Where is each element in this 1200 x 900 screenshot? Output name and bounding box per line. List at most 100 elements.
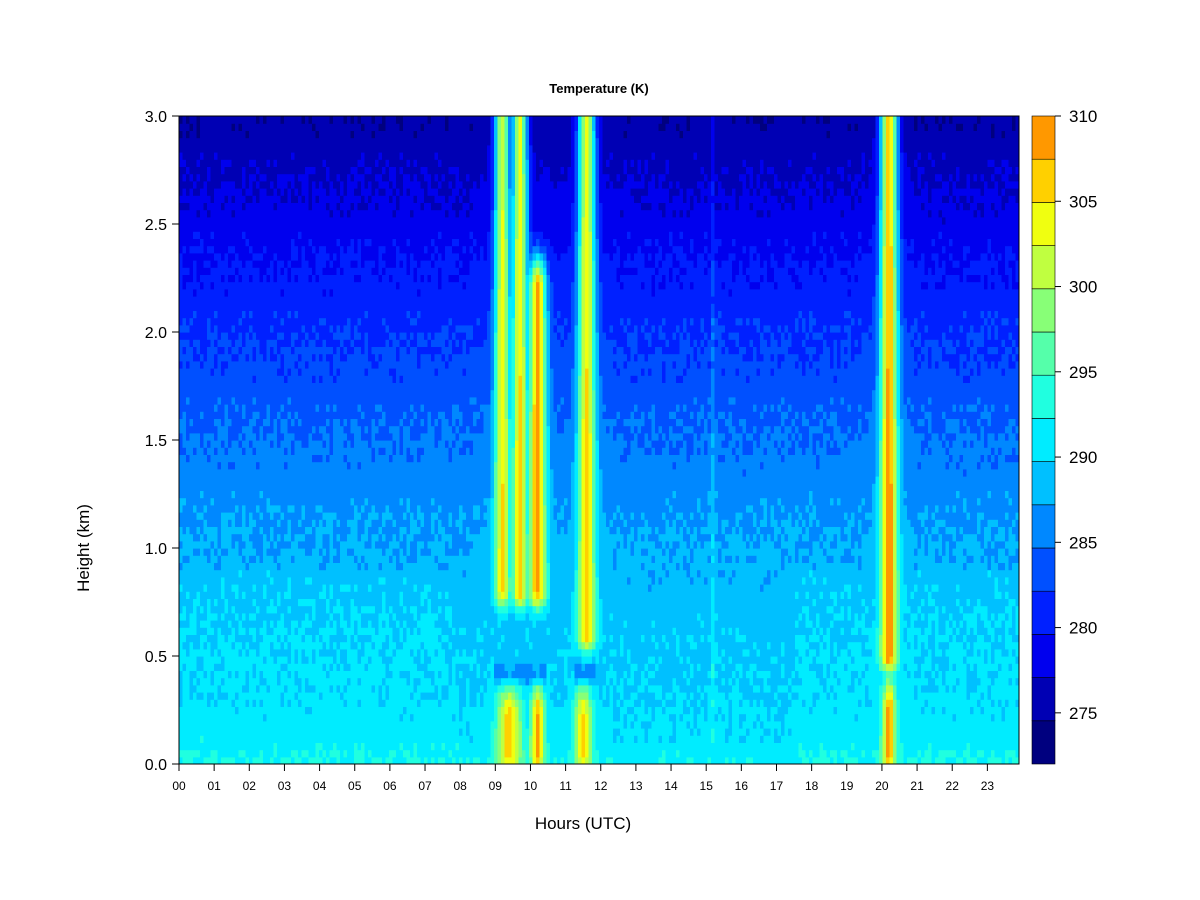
heatmap-cell	[312, 692, 317, 700]
heatmap-cell	[179, 699, 184, 707]
heatmap-cell	[256, 699, 261, 707]
heatmap-cell	[326, 627, 331, 635]
heatmap-cell	[287, 296, 292, 304]
heatmap-cell	[350, 634, 355, 643]
heatmap-cell	[361, 209, 366, 218]
heatmap-cell	[224, 735, 229, 743]
heatmap-cell	[217, 728, 222, 736]
heatmap-cell	[228, 461, 233, 470]
heatmap-cell	[217, 281, 222, 290]
heatmap-cell	[361, 188, 366, 196]
heatmap-cell	[256, 252, 261, 261]
heatmap-cell	[196, 425, 201, 434]
heatmap-cell	[340, 238, 345, 247]
heatmap-cell	[350, 512, 355, 520]
heatmap-cell	[291, 461, 296, 470]
heatmap-cell	[263, 202, 268, 211]
heatmap-cell	[203, 483, 208, 491]
heatmap-cell	[340, 404, 345, 412]
heatmap-cell	[368, 166, 373, 175]
heatmap-cell	[298, 735, 303, 743]
heatmap-cell	[249, 605, 254, 614]
heatmap-cell	[308, 130, 313, 139]
heatmap-cell	[312, 728, 317, 736]
heatmap-cell	[357, 396, 362, 405]
heatmap-cell	[259, 440, 264, 448]
heatmap-cell	[347, 324, 352, 333]
heatmap-cell	[252, 396, 257, 405]
heatmap-cell	[368, 663, 373, 671]
heatmap-cell	[210, 180, 215, 189]
heatmap-cell	[273, 324, 278, 333]
heatmap-cell	[315, 562, 320, 571]
heatmap-cell	[193, 620, 198, 628]
heatmap-cell	[235, 137, 240, 146]
heatmap-cell	[221, 389, 226, 398]
heatmap-cell	[277, 360, 282, 369]
heatmap-cell	[228, 605, 233, 614]
heatmap-cell	[354, 713, 359, 722]
heatmap-cell	[214, 202, 219, 211]
heatmap-cell	[214, 461, 219, 470]
heatmap-cell	[284, 339, 289, 347]
heatmap-cell	[277, 504, 282, 513]
heatmap-cell	[371, 555, 376, 563]
heatmap-cell	[287, 231, 292, 239]
heatmap-cell	[263, 432, 268, 441]
heatmap-cell	[308, 173, 313, 182]
heatmap-cell	[305, 411, 310, 419]
heatmap-cell	[326, 224, 331, 232]
heatmap-cell	[189, 303, 194, 311]
heatmap-cell	[357, 368, 362, 376]
heatmap-cell	[179, 591, 184, 599]
heatmap-cell	[298, 396, 303, 405]
heatmap-cell	[347, 130, 352, 139]
heatmap-cell	[329, 504, 334, 513]
heatmap-cell	[186, 483, 191, 491]
heatmap-cell	[214, 447, 219, 455]
heatmap-cell	[368, 159, 373, 167]
heatmap-cell	[189, 468, 194, 477]
heatmap-cell	[200, 224, 205, 232]
heatmap-cell	[291, 670, 296, 679]
heatmap-cell	[298, 332, 303, 340]
heatmap-cell	[305, 742, 310, 751]
heatmap-cell	[336, 735, 341, 743]
heatmap-cell	[189, 173, 194, 182]
heatmap-cell	[361, 476, 366, 484]
heatmap-cell	[361, 432, 366, 441]
heatmap-cell	[228, 677, 233, 686]
heatmap-cell	[315, 519, 320, 527]
heatmap-cell	[238, 332, 243, 340]
heatmap-cell	[273, 670, 278, 679]
heatmap-cell	[182, 202, 187, 211]
heatmap-cell	[221, 339, 226, 347]
heatmap-cell	[354, 252, 359, 261]
heatmap-cell	[196, 245, 201, 254]
heatmap-cell	[214, 130, 219, 139]
heatmap-cell	[315, 195, 320, 203]
heatmap-cell	[249, 152, 254, 160]
heatmap-cell	[200, 749, 205, 758]
heatmap-cell	[305, 303, 310, 311]
heatmap-cell	[336, 447, 341, 455]
heatmap-cell	[249, 360, 254, 369]
heatmap-cell	[280, 382, 285, 391]
heatmap-cell	[259, 260, 264, 268]
heatmap-cell	[256, 648, 261, 657]
heatmap-cell	[291, 209, 296, 218]
heatmap-cell	[343, 159, 348, 167]
heatmap-cell	[298, 634, 303, 643]
heatmap-cell	[312, 188, 317, 196]
heatmap-cell	[284, 224, 289, 232]
heatmap-cell	[214, 432, 219, 441]
heatmap-cell	[305, 166, 310, 175]
heatmap-cell	[343, 634, 348, 643]
heatmap-cell	[280, 742, 285, 751]
heatmap-cell	[308, 396, 313, 405]
heatmap-cell	[301, 461, 306, 470]
heatmap-cell	[336, 252, 341, 261]
heatmap-cell	[350, 310, 355, 319]
heatmap-cell	[224, 144, 229, 153]
heatmap-cell	[315, 202, 320, 211]
